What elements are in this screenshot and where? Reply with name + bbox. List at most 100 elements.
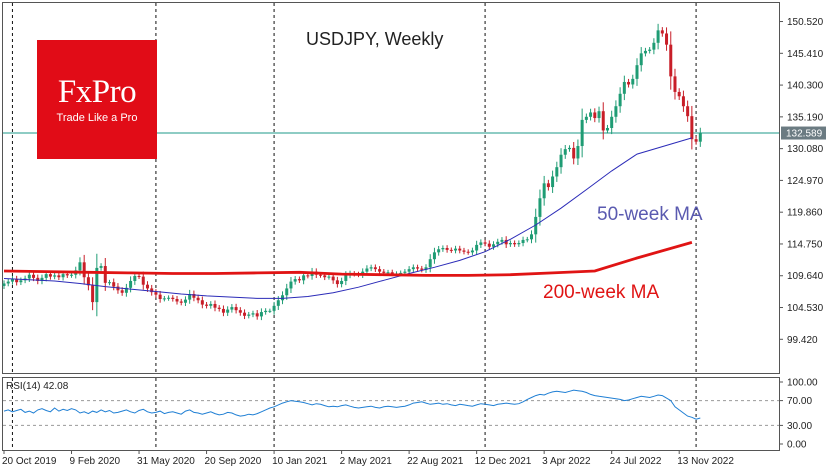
candle [424, 264, 428, 273]
candle [221, 305, 225, 317]
candle-body [508, 243, 512, 245]
candle-body [441, 248, 445, 250]
candle [652, 38, 656, 55]
candle [95, 253, 99, 317]
candle-body [492, 244, 496, 247]
candle-body [660, 30, 664, 34]
candle-body [690, 116, 694, 140]
rsi-tick-label: 100.00 [787, 378, 818, 389]
candle [618, 87, 622, 113]
ma50-label: 50-week MA [597, 204, 703, 225]
candle [137, 273, 141, 280]
candle [656, 23, 660, 50]
candle [179, 298, 183, 306]
candle-body [264, 310, 268, 313]
chart-title: USDJPY, Weekly [306, 29, 443, 49]
candle-body [196, 297, 200, 301]
candle [517, 240, 521, 247]
current-price-value: 132.589 [786, 129, 823, 140]
candle [10, 276, 14, 285]
candle-body [91, 285, 95, 303]
candle-body [285, 288, 289, 296]
price-tick-label: 145.410 [787, 49, 824, 60]
candle-body [605, 127, 609, 131]
candle [108, 279, 111, 286]
candle [247, 311, 251, 319]
price-tick-label: 140.300 [787, 81, 824, 92]
candle [268, 308, 272, 313]
candle-body [302, 275, 306, 281]
rsi-panel-frame [2, 377, 780, 451]
candle-body [141, 276, 145, 285]
candle-body [331, 276, 335, 281]
candle [91, 277, 95, 311]
candle [200, 296, 204, 309]
candle-body [635, 65, 639, 79]
candle [205, 301, 209, 309]
candle-body [255, 313, 259, 317]
candle-body [200, 300, 204, 305]
candle-body [289, 281, 293, 289]
candle-body [61, 274, 65, 278]
candle-body [500, 239, 504, 242]
candle [327, 274, 331, 280]
candle [487, 240, 491, 251]
candle-body [82, 262, 86, 278]
candle-body [386, 272, 390, 274]
candle [698, 127, 702, 147]
candle-body [420, 268, 424, 270]
candle [546, 179, 550, 191]
price-tick-label: 109.640 [787, 271, 824, 282]
ma200-label: 200-week MA [543, 282, 659, 303]
candle [504, 236, 508, 248]
candle-body [124, 287, 128, 293]
candle-body [407, 269, 411, 272]
candle-body [251, 313, 255, 315]
candle [264, 308, 268, 315]
candle [373, 264, 377, 272]
price-tick-label: 135.190 [787, 112, 824, 123]
candle-body [297, 279, 301, 281]
candle [559, 148, 563, 174]
candle [681, 90, 685, 112]
candle [158, 290, 162, 303]
candle-body [618, 93, 622, 107]
candle-body [171, 297, 175, 299]
candle [508, 240, 512, 247]
candle-body [677, 91, 681, 97]
candle-body [551, 176, 555, 188]
candle [614, 100, 618, 123]
candle [217, 305, 221, 312]
price-tick-label: 130.080 [787, 144, 824, 155]
candle [171, 295, 175, 302]
candle-body [513, 243, 517, 245]
candle [627, 78, 631, 88]
candle-body [209, 303, 213, 306]
candle-body [610, 116, 614, 128]
candle [593, 108, 597, 123]
candle-body [428, 259, 432, 268]
candle-body [639, 53, 643, 66]
candle [2, 280, 6, 289]
candle-body [601, 111, 605, 131]
candle-body [411, 267, 415, 270]
candle [622, 75, 626, 101]
candle [428, 254, 432, 273]
candle-body [133, 275, 137, 281]
current-price-badge: 132.589 [781, 126, 826, 140]
candle-body [475, 244, 479, 251]
candle [445, 245, 449, 253]
rsi-line [3, 389, 701, 420]
candle [479, 239, 483, 248]
candle [597, 106, 601, 123]
date-tick-label: 12 Dec 2021 [475, 456, 532, 467]
candle [15, 275, 19, 286]
candle [230, 304, 234, 313]
candle [86, 272, 90, 291]
candle-body [2, 283, 6, 286]
candle-body [665, 33, 669, 45]
candle-body [335, 280, 339, 285]
candle-body [614, 106, 618, 117]
candle-body [145, 284, 149, 289]
